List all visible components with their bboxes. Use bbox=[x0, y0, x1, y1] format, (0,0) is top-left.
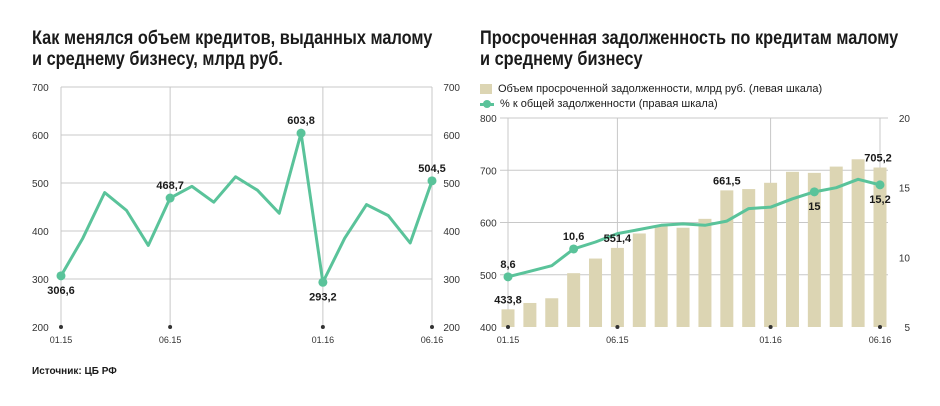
x-tick-dot bbox=[168, 325, 173, 329]
bar bbox=[501, 309, 515, 327]
x-tick-label: 06.16 bbox=[869, 335, 892, 345]
x-tick-label: 06.15 bbox=[159, 335, 182, 345]
data-label: 306,6 bbox=[47, 285, 75, 297]
x-tick-label: 06.15 bbox=[606, 335, 629, 345]
bar-label: 551,4 bbox=[604, 233, 632, 245]
bar-label: 661,5 bbox=[713, 175, 741, 187]
y-tick-label-left: 500 bbox=[32, 179, 49, 190]
bar bbox=[851, 159, 865, 327]
bar bbox=[829, 166, 843, 327]
data-point bbox=[296, 128, 306, 138]
bar bbox=[742, 189, 756, 327]
data-point bbox=[318, 277, 328, 287]
data-label: 468,7 bbox=[156, 180, 184, 192]
left-chart-title-line: Как менялся объем кредитов, выданных мал… bbox=[32, 28, 433, 49]
y-tick-label-right: 5 bbox=[904, 323, 910, 334]
y-tick-label-left: 700 bbox=[32, 83, 49, 94]
bar bbox=[654, 225, 668, 327]
y-tick-label-left: 300 bbox=[32, 275, 49, 286]
right-chart-title-line: Просроченная задолженность по кредитам м… bbox=[480, 28, 899, 49]
right-chart-title-line: и среднему бизнесу bbox=[480, 49, 643, 70]
y-tick-label-left: 400 bbox=[32, 227, 49, 238]
line-point bbox=[569, 244, 579, 254]
x-tick-dot bbox=[615, 325, 620, 329]
bar bbox=[764, 182, 778, 327]
x-tick-label: 01.16 bbox=[312, 335, 335, 345]
bar bbox=[589, 258, 603, 327]
line-label: 8,6 bbox=[500, 259, 515, 271]
bar bbox=[545, 298, 559, 327]
data-label: 504,5 bbox=[418, 163, 446, 175]
y-tick-label-right: 10 bbox=[899, 253, 911, 264]
line-label: 15 bbox=[808, 201, 820, 213]
series-line bbox=[59, 131, 434, 284]
legend-line-swatch bbox=[480, 99, 494, 108]
x-tick-dot bbox=[506, 325, 510, 329]
x-tick-dot bbox=[430, 325, 434, 329]
y-tick-label-left: 200 bbox=[32, 323, 49, 334]
legend-bar-swatch bbox=[480, 84, 492, 94]
y-tick-label-left: 500 bbox=[480, 271, 497, 282]
x-tick-label: 06.16 bbox=[421, 335, 444, 345]
y-tick-label-right: 20 bbox=[899, 114, 911, 125]
legend-item-bars: Объем просроченной задолженности, млрд р… bbox=[480, 83, 822, 95]
y-tick-label-right: 15 bbox=[899, 184, 911, 195]
data-label: 603,8 bbox=[287, 115, 315, 127]
bar-label: 433,8 bbox=[494, 294, 522, 306]
bar-label: 705,2 bbox=[864, 153, 892, 165]
line-point bbox=[875, 180, 885, 190]
data-point bbox=[427, 176, 437, 186]
legend-line-label: % к общей задолженности (правая шкала) bbox=[500, 98, 718, 110]
line-label: 15,2 bbox=[869, 194, 890, 206]
y-tick-label-right: 700 bbox=[443, 83, 460, 94]
data-point bbox=[56, 271, 66, 281]
right-chart-title: Просроченная задолженность по кредитам м… bbox=[480, 28, 898, 70]
x-tick-dot bbox=[59, 325, 63, 329]
bar bbox=[698, 218, 712, 327]
line-point bbox=[809, 187, 819, 197]
y-tick-label-right: 400 bbox=[443, 227, 460, 238]
bar bbox=[610, 247, 624, 327]
y-tick-label-left: 700 bbox=[480, 166, 497, 177]
data-label: 293,2 bbox=[309, 291, 337, 303]
bar bbox=[873, 167, 887, 327]
bar bbox=[567, 273, 581, 327]
x-tick-dot bbox=[768, 325, 773, 329]
bar bbox=[676, 227, 690, 327]
x-tick-label: 01.16 bbox=[759, 335, 782, 345]
bar bbox=[632, 233, 646, 327]
line-label: 10,6 bbox=[563, 231, 584, 243]
bar bbox=[720, 190, 734, 327]
y-tick-label-right: 600 bbox=[443, 131, 460, 142]
legend-item-line: % к общей задолженности (правая шкала) bbox=[480, 98, 718, 110]
y-tick-label-right: 500 bbox=[443, 179, 460, 190]
x-tick-dot bbox=[878, 325, 882, 329]
left-chart-title: Как менялся объем кредитов, выданных мал… bbox=[32, 28, 432, 70]
source-note: Источник: ЦБ РФ bbox=[32, 366, 117, 377]
data-point bbox=[165, 193, 175, 203]
legend-bar-label: Объем просроченной задолженности, млрд р… bbox=[498, 83, 823, 95]
left-chart-title-line: и среднему бизнесу, млрд руб. bbox=[32, 49, 283, 70]
bar bbox=[807, 172, 821, 327]
line-point bbox=[503, 272, 513, 282]
y-tick-label-left: 600 bbox=[480, 219, 497, 230]
bar bbox=[523, 302, 537, 327]
x-tick-label: 01.15 bbox=[497, 335, 520, 345]
series-line bbox=[507, 177, 881, 279]
x-tick-dot bbox=[320, 325, 325, 329]
x-tick-label: 01.15 bbox=[50, 335, 73, 345]
y-tick-label-left: 400 bbox=[480, 323, 497, 334]
bar bbox=[785, 171, 799, 327]
y-tick-label-left: 800 bbox=[480, 114, 497, 125]
y-tick-label-right: 200 bbox=[443, 323, 460, 334]
y-tick-label-right: 300 bbox=[443, 275, 460, 286]
y-tick-label-left: 600 bbox=[32, 131, 49, 142]
